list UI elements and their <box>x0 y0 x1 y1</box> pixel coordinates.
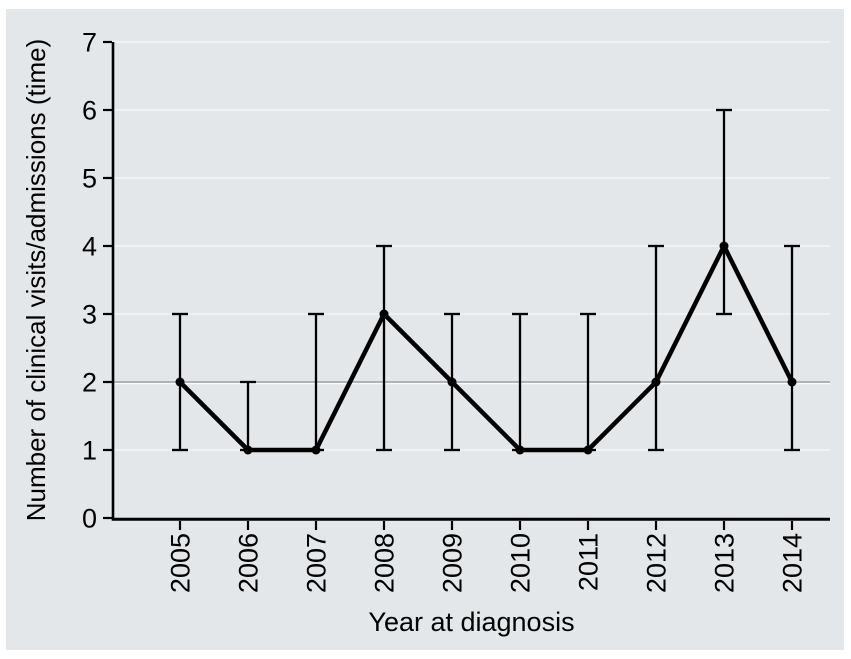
x-tick-label: 2014 <box>777 533 807 593</box>
series-line <box>177 243 795 453</box>
x-tick-label: 2013 <box>709 533 739 593</box>
x-tick-label: 2011 <box>573 533 603 591</box>
data-point <box>447 377 457 387</box>
data-point <box>175 377 185 387</box>
y-tick-label: 2 <box>82 367 97 397</box>
x-tick-label: 2012 <box>641 533 671 593</box>
y-tick-label: 7 <box>82 27 97 57</box>
data-point <box>243 445 253 455</box>
chart-panel <box>6 9 844 650</box>
x-axis-title: Year at diagnosis <box>368 607 574 637</box>
y-tick-label: 1 <box>82 435 97 465</box>
data-point <box>583 445 593 455</box>
data-point <box>719 241 729 251</box>
data-point <box>651 377 661 387</box>
x-tick-label: 2009 <box>437 533 467 593</box>
y-tick-label: 0 <box>82 503 97 533</box>
data-point <box>379 309 389 319</box>
y-tick-label: 4 <box>82 231 97 261</box>
data-point <box>311 445 321 455</box>
x-tick-label: 2005 <box>165 533 195 593</box>
y-axis-title: Number of clinical visits/admissions (ti… <box>21 39 51 522</box>
data-point <box>515 445 525 455</box>
x-tick-label: 2010 <box>505 533 535 593</box>
x-tick-label: 2008 <box>369 533 399 593</box>
y-tick-label: 5 <box>82 163 97 193</box>
x-tick-label: 2006 <box>233 533 263 593</box>
x-tick-label: 2007 <box>301 533 331 593</box>
y-tick-label: 3 <box>82 299 97 329</box>
y-tick-label: 6 <box>82 95 97 125</box>
data-point <box>787 377 797 387</box>
